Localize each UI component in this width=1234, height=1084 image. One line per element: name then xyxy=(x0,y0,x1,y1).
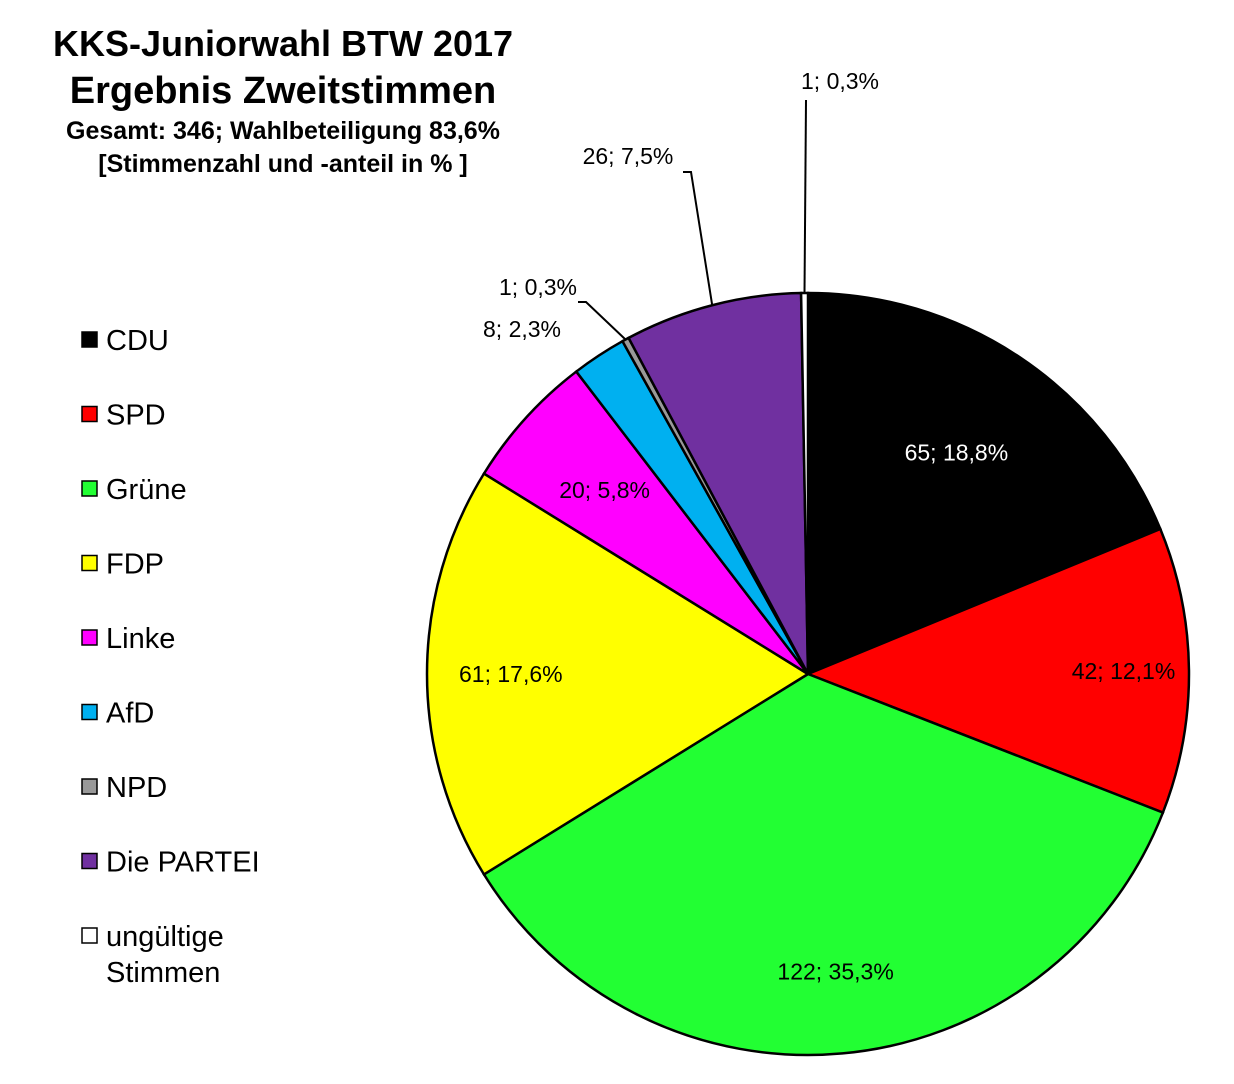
legend-item-spd: SPD xyxy=(81,400,166,432)
legend-label-gruene: Grüne xyxy=(106,474,187,506)
legend-swatch-spd xyxy=(81,405,98,423)
chart-title-block: KKS-Juniorwahl BTW 2017 Ergebnis Zweitst… xyxy=(53,23,513,178)
legend-label-ungueltige-stimmen-1: ungültige xyxy=(106,921,224,953)
data-label-linke: 20; 5,8% xyxy=(559,477,650,503)
data-label-cdu: 65; 18,8% xyxy=(905,439,1009,465)
legend-label-cdu: CDU xyxy=(106,325,169,357)
legend-label-afd: AfD xyxy=(106,698,154,730)
data-label-gruene: 122; 35,3% xyxy=(777,959,893,985)
chart-subtitle: Ergebnis Zweitstimmen xyxy=(70,70,497,112)
legend-item-linke: Linke xyxy=(81,623,175,655)
legend-swatch-fdp xyxy=(81,554,98,572)
leader-line-die-partei xyxy=(683,171,714,306)
legend-item-ungueltige-stimmen: ungültige Stimmen xyxy=(81,921,224,989)
leader-lines xyxy=(578,99,807,341)
legend-swatch-linke xyxy=(81,629,98,646)
legend-label-linke: Linke xyxy=(106,623,175,655)
legend-label-ungueltige-stimmen-2: Stimmen xyxy=(106,957,220,989)
legend-swatch-die-partei xyxy=(81,852,98,870)
slice-gruene xyxy=(482,672,1165,1057)
legend-label-die-partei: Die PARTEI xyxy=(106,847,260,879)
chart-unit-note: [Stimmenzahl und -anteil in % ] xyxy=(98,150,467,178)
slice-linke xyxy=(482,369,809,676)
legend-swatch-cdu xyxy=(81,331,98,348)
data-label-ungueltige-stimmen: 1; 0,3% xyxy=(801,68,879,94)
legend-item-die-partei: Die PARTEI xyxy=(81,847,260,879)
slice-spd xyxy=(804,527,1191,815)
data-label-afd: 8; 2,3% xyxy=(483,316,561,342)
data-label-npd: 1; 0,3% xyxy=(499,274,577,300)
legend: CDU SPD Grüne FDP Linke AfD NPD Die PARTEI ungül… xyxy=(81,325,260,989)
chart-title: KKS-Juniorwahl BTW 2017 xyxy=(53,23,513,64)
slice-fdp xyxy=(425,471,811,877)
legend-swatch-afd xyxy=(81,703,98,721)
legend-item-gruene: Grüne xyxy=(81,474,187,506)
slice-cdu xyxy=(806,291,1162,676)
slice-die-partei xyxy=(626,291,810,675)
chart-total-info: Gesamt: 346; Wahlbeteiligung 83,6% xyxy=(66,117,500,145)
legend-item-afd: AfD xyxy=(81,698,154,730)
leader-line-ungueltige-stimmen xyxy=(803,99,807,294)
leader-line-npd xyxy=(578,301,627,341)
legend-swatch-npd xyxy=(81,778,98,795)
slice-ungueltige-stimmen xyxy=(799,291,810,675)
legend-item-npd: NPD xyxy=(81,772,167,804)
legend-swatch-ungueltige-stimmen xyxy=(81,927,98,944)
legend-swatch-gruene xyxy=(81,480,98,497)
legend-item-cdu: CDU xyxy=(81,325,169,357)
data-label-die-partei: 26; 7,5% xyxy=(583,143,674,169)
data-labels: 65; 18,8% 42; 12,1% 122; 35,3% 61; 17,6% 20;… xyxy=(459,68,1175,985)
data-label-fdp: 61; 17,6% xyxy=(459,661,563,687)
legend-item-fdp: FDP xyxy=(81,549,164,581)
legend-label-npd: NPD xyxy=(106,772,167,804)
legend-label-fdp: FDP xyxy=(106,549,164,581)
pie-slices xyxy=(425,291,1191,1057)
data-label-spd: 42; 12,1% xyxy=(1072,658,1176,684)
legend-label-spd: SPD xyxy=(106,400,166,432)
